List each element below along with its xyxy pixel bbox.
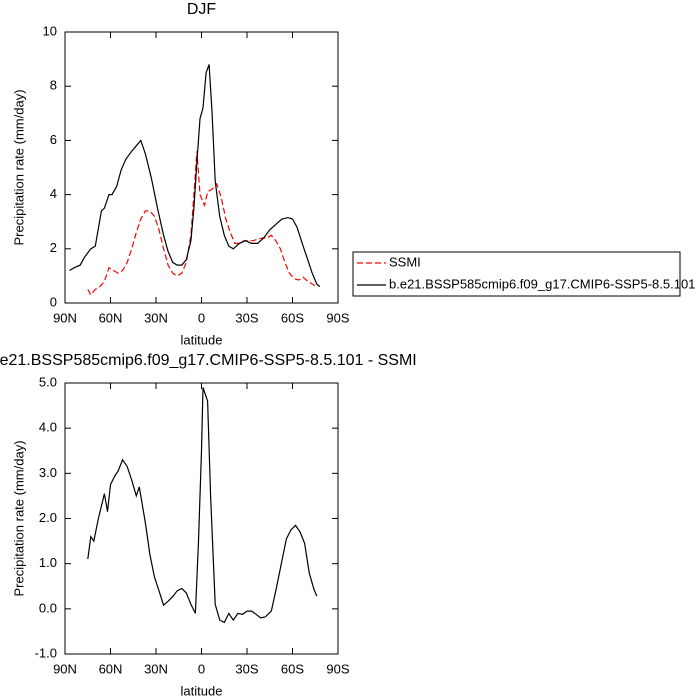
x-tick-label: 0 <box>198 310 205 325</box>
data-line <box>87 387 318 624</box>
plot-frame <box>64 382 339 655</box>
x-axis-label: latitude <box>181 683 223 698</box>
data-line <box>69 64 321 288</box>
x-tick-label: 30N <box>144 661 168 676</box>
y-tick-label: 4.0 <box>39 420 57 435</box>
legend-label: b.e21.BSSP585cmip6.f09_g17.CMIP6-SSP5-8.… <box>389 276 695 291</box>
y-tick-label: 2.0 <box>39 510 57 525</box>
x-tick-label: 90S <box>326 661 349 676</box>
y-axis-label: Precipitation rate (mm/day) <box>11 440 26 596</box>
x-tick-label: 30N <box>144 310 168 325</box>
y-tick-label: 0 <box>50 294 57 309</box>
y-tick-label: 4 <box>50 186 57 201</box>
x-tick-label: 60S <box>281 310 304 325</box>
y-tick-label: 3.0 <box>39 465 57 480</box>
chart-title: DJF <box>187 1 217 18</box>
y-tick-label: 8 <box>50 78 57 93</box>
y-tick-label: 5.0 <box>39 374 57 389</box>
y-tick-label: 0.0 <box>39 600 57 615</box>
x-tick-label: 90N <box>53 661 77 676</box>
x-tick-label: 30S <box>235 661 258 676</box>
y-tick-label: 6 <box>50 132 57 147</box>
x-tick-label: 60N <box>99 310 123 325</box>
y-tick-label: 1.0 <box>39 555 57 570</box>
data-line <box>87 151 318 296</box>
x-tick-label: 60N <box>99 661 123 676</box>
x-tick-label: 60S <box>281 661 304 676</box>
legend-box <box>352 251 681 297</box>
chart-title: b.e21.BSSP585cmip6.f09_g17.CMIP6-SSP5-8.… <box>0 352 417 369</box>
x-tick-label: 90S <box>326 310 349 325</box>
x-tick-label: 0 <box>198 661 205 676</box>
x-tick-label: 30S <box>235 310 258 325</box>
x-tick-label: 90N <box>53 310 77 325</box>
y-tick-label: 2 <box>50 240 57 255</box>
y-tick-label: -1.0 <box>35 645 57 660</box>
x-axis-label: latitude <box>181 332 223 347</box>
y-axis-label: Precipitation rate (mm/day) <box>11 89 26 245</box>
legend-label: SSMI <box>389 254 421 269</box>
plot-frame <box>64 31 339 304</box>
y-tick-label: 10 <box>43 23 57 38</box>
